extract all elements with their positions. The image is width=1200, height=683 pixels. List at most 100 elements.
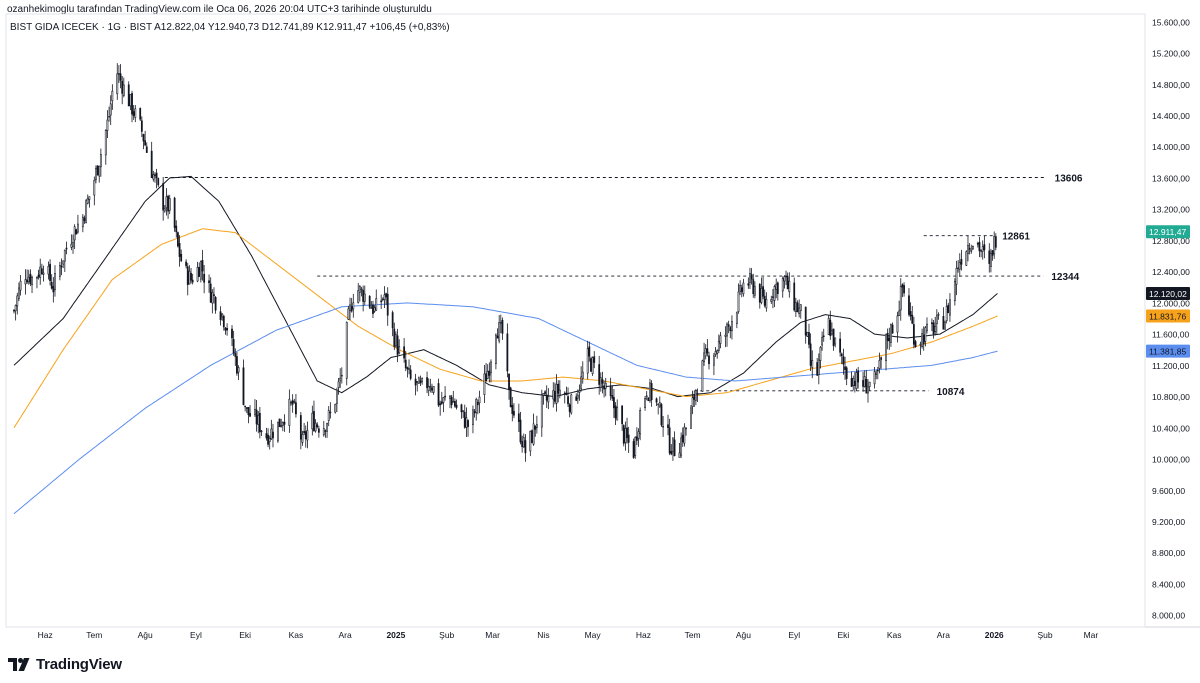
candle-body (72, 241, 74, 247)
candle-body (809, 343, 812, 366)
candle-body (798, 307, 801, 314)
candle-body (993, 236, 996, 255)
candle-body (242, 367, 245, 405)
candle-body (544, 391, 546, 394)
candle-body (511, 404, 514, 414)
candle-body (839, 338, 842, 353)
candle-body (829, 319, 832, 337)
candle-body (191, 279, 194, 283)
candle-body (370, 307, 373, 309)
candle-body (626, 427, 628, 438)
candle-body (845, 367, 848, 379)
candle-body (799, 304, 802, 312)
candle-body (219, 311, 222, 320)
candle-body (432, 386, 435, 393)
candle-body (796, 302, 799, 313)
price-tick-label: 14.400,00 (1152, 111, 1190, 121)
candle-body (655, 398, 658, 403)
candle-body (668, 427, 671, 454)
candle-body (806, 332, 809, 337)
candle-body (396, 335, 399, 355)
candle-body (118, 73, 120, 75)
price-scale[interactable]: 15.600,00 15.200,00 14.800,00 14.400,00 14.0… (1152, 17, 1190, 620)
candle-body (578, 390, 581, 393)
moving-average-line (13, 175, 998, 398)
candle-body (185, 261, 188, 267)
candle-body (368, 296, 371, 308)
candle-body (167, 195, 169, 212)
candle-body (236, 356, 238, 374)
candle-body (868, 381, 871, 387)
candle-body (609, 385, 612, 397)
candle-body (226, 327, 228, 331)
price-tick-label: 12.800,00 (1152, 236, 1190, 246)
candle-body (670, 451, 673, 455)
candle-body (708, 355, 710, 365)
candle-body (876, 369, 879, 372)
candle-body (440, 401, 443, 404)
candle-body (288, 398, 291, 426)
candle-body (762, 286, 764, 297)
candle-body (122, 84, 125, 96)
candle-body (444, 395, 446, 398)
candle-body (62, 260, 65, 265)
candle-body (42, 272, 45, 275)
candle-body (278, 418, 281, 428)
candle-body (878, 360, 881, 369)
candle-body (96, 165, 99, 176)
candle-body (958, 261, 961, 270)
candle-body (765, 298, 768, 309)
candle-body (283, 421, 286, 425)
candle-body (552, 390, 555, 400)
time-tick-label: Mar (1084, 630, 1099, 640)
candle-body (375, 298, 378, 311)
candle-body (816, 362, 819, 376)
candle-body (624, 428, 627, 443)
candle-body (317, 428, 320, 433)
candle-body (362, 289, 365, 302)
candle-body (329, 411, 332, 414)
candle-body (519, 419, 522, 443)
candlestick-series (13, 63, 997, 462)
candle-body (586, 348, 589, 374)
candle-body (442, 397, 445, 403)
candle-body (463, 411, 466, 428)
candle-body (891, 324, 894, 334)
price-tick-label: 11.200,00 (1152, 361, 1189, 371)
candle-body (750, 274, 753, 280)
candle-body (981, 246, 984, 252)
candle-body (140, 120, 143, 132)
candle-body (967, 244, 969, 254)
candle-body (36, 276, 38, 279)
candle-body (404, 359, 407, 369)
candle-body (862, 380, 864, 387)
time-tick-label: Ara (338, 630, 352, 640)
candle-body (165, 196, 168, 209)
time-tick-label: Nis (537, 630, 549, 640)
candle-body (350, 306, 353, 312)
candle-body (190, 272, 192, 281)
candle-body (575, 396, 578, 401)
candle-body (542, 393, 545, 396)
candle-body (272, 431, 274, 439)
candle-body (427, 386, 430, 391)
candle-body (63, 250, 66, 262)
candle-body (978, 242, 981, 252)
tradingview-logo[interactable]: TradingView (8, 654, 122, 674)
candle-body (740, 287, 743, 292)
candle-body (488, 370, 491, 376)
candle-body (580, 376, 583, 390)
candle-body (604, 382, 607, 389)
price-tick-label: 15.600,00 (1152, 17, 1190, 27)
candle-body (496, 335, 499, 339)
candle-body (811, 360, 814, 368)
candle-body (719, 335, 722, 344)
candle-body (990, 252, 992, 267)
candle-body (31, 276, 33, 285)
candle-body (360, 288, 363, 291)
candle-body (991, 250, 994, 256)
candle-body (535, 424, 538, 428)
price-tick-label: 13.600,00 (1152, 173, 1190, 183)
time-scale[interactable]: Haz Tem Ağu Eyl Eki Kas Ara 2025 Şub Mar Nis May Haz… (38, 630, 1099, 640)
